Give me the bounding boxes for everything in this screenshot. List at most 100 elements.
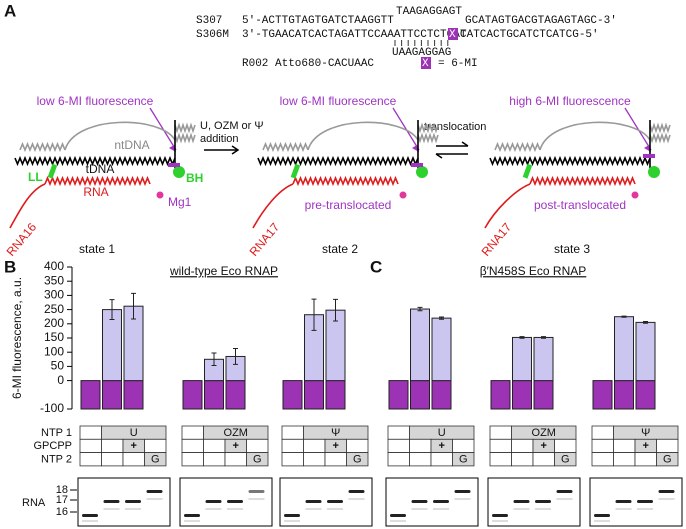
caption: state 1: [79, 242, 115, 256]
gel-band-faint: [513, 508, 530, 510]
table-cell: [430, 452, 453, 467]
probe: [168, 163, 180, 167]
table-cell: [224, 452, 247, 467]
cell-text: G: [353, 453, 362, 465]
table-cell: [246, 438, 269, 453]
gel-band-faint: [327, 508, 343, 510]
error-bar: [109, 299, 115, 321]
table-cell: [181, 452, 204, 467]
gel-band: [284, 514, 300, 517]
bar: [182, 380, 203, 410]
signal-label: high 6-MI fluorescence: [509, 94, 631, 108]
table-cell: [203, 452, 226, 467]
cell-text: G: [561, 453, 570, 465]
error-bar: [621, 315, 627, 318]
table-cell: [452, 452, 475, 467]
caption: state 2: [322, 242, 358, 256]
table-cell: [303, 438, 326, 453]
table-cell: [591, 452, 614, 467]
table-cell: [79, 425, 102, 440]
panel-label: A: [4, 1, 16, 20]
row-label: GPCPP: [33, 440, 72, 452]
gel-band: [492, 514, 508, 517]
table-cell: [387, 452, 410, 467]
mark: X: [449, 29, 456, 41]
cell-text: +: [233, 440, 239, 452]
panel-label: C: [370, 257, 382, 276]
lid-loop: [290, 163, 301, 179]
arrow: [204, 145, 240, 155]
table-cell: [181, 425, 204, 440]
bar: [304, 380, 324, 410]
y-tick-label: 350: [44, 273, 64, 287]
error-bar: [333, 298, 338, 322]
panel-label: B: [4, 257, 16, 276]
mg-ion: [399, 191, 407, 199]
group-label: OZM: [224, 427, 248, 439]
table-cell: [511, 452, 534, 467]
table-cell: [324, 452, 347, 467]
chart-title: wild-type Eco RNAP: [169, 264, 278, 278]
label: pre-translocated: [305, 198, 392, 212]
table-cell: [281, 438, 304, 453]
bar: [80, 380, 101, 410]
bar: [490, 380, 511, 410]
gel: [589, 477, 683, 527]
error-bar: [519, 336, 525, 339]
table-cell: [303, 452, 326, 467]
chart-title: β′N458S Eco RNAP: [480, 264, 587, 278]
error-bar: [131, 292, 136, 320]
gel-band-faint: [227, 508, 243, 510]
gel-band: [433, 500, 449, 503]
group-label: U: [438, 427, 446, 439]
table-cell: [452, 438, 475, 453]
table-cell: [281, 425, 304, 440]
gel-band: [658, 490, 675, 493]
y-tick-label: 50: [51, 359, 65, 373]
gel: [279, 477, 373, 527]
gel-band-faint: [454, 498, 471, 500]
bar: [102, 380, 122, 410]
group-label: Ψ: [331, 427, 340, 439]
label: BH: [186, 171, 203, 185]
y-tick-label: 250: [44, 302, 64, 316]
error-bar: [541, 336, 546, 339]
sequence: TAAGAGGAGT: [396, 6, 462, 18]
table-cell: [656, 438, 679, 453]
table-cell: [346, 452, 369, 467]
diagram: low 6-MI fluorescence RNA16 state 1 ntDNA tD…: [4, 94, 671, 259]
gel: [77, 477, 171, 527]
gel-band-faint: [248, 498, 265, 500]
signal-arrow: [624, 107, 652, 151]
bar: [388, 380, 409, 410]
ntdna: [64, 121, 176, 151]
table-cell: [246, 452, 269, 467]
table-cell: [144, 438, 167, 453]
gel-band-faint: [390, 520, 406, 522]
gel-band-faint: [146, 498, 163, 500]
gel-band: [390, 514, 406, 517]
table-cell: [101, 438, 124, 453]
bar: [282, 380, 303, 410]
label: Mg1: [168, 195, 192, 209]
signal-label: low 6-MI fluorescence: [37, 94, 154, 108]
error-bar: [439, 316, 444, 320]
step-label: addition: [200, 133, 239, 145]
group-label: Ψ: [641, 427, 650, 439]
bar: [512, 336, 532, 382]
gel-band-faint: [594, 520, 610, 522]
signal-arrow: [392, 107, 420, 151]
table-cell: [409, 438, 432, 453]
size-label: 18: [56, 484, 68, 496]
bar: [123, 380, 144, 410]
gel-band: [184, 514, 200, 517]
gel-band: [556, 490, 573, 493]
strand: [174, 122, 196, 134]
gel-band-faint: [103, 508, 120, 510]
strand: [649, 122, 671, 134]
gel-band: [103, 500, 120, 503]
caption: state 3: [554, 242, 590, 256]
cell-text: +: [439, 440, 445, 452]
strand: [14, 155, 176, 167]
